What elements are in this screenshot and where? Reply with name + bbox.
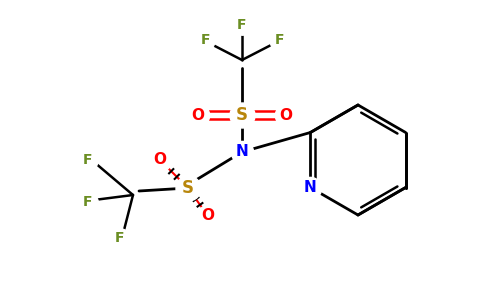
Text: F: F bbox=[83, 195, 93, 209]
Text: O: O bbox=[279, 107, 292, 122]
Text: F: F bbox=[83, 153, 93, 167]
Text: F: F bbox=[200, 33, 210, 47]
Text: N: N bbox=[304, 180, 317, 195]
Text: O: O bbox=[192, 107, 205, 122]
Text: O: O bbox=[153, 152, 166, 167]
Text: S: S bbox=[182, 179, 194, 197]
Text: F: F bbox=[274, 33, 284, 47]
Text: F: F bbox=[115, 231, 125, 245]
Text: S: S bbox=[236, 106, 248, 124]
Text: N: N bbox=[236, 145, 248, 160]
Text: F: F bbox=[237, 18, 247, 32]
Text: O: O bbox=[201, 208, 214, 224]
